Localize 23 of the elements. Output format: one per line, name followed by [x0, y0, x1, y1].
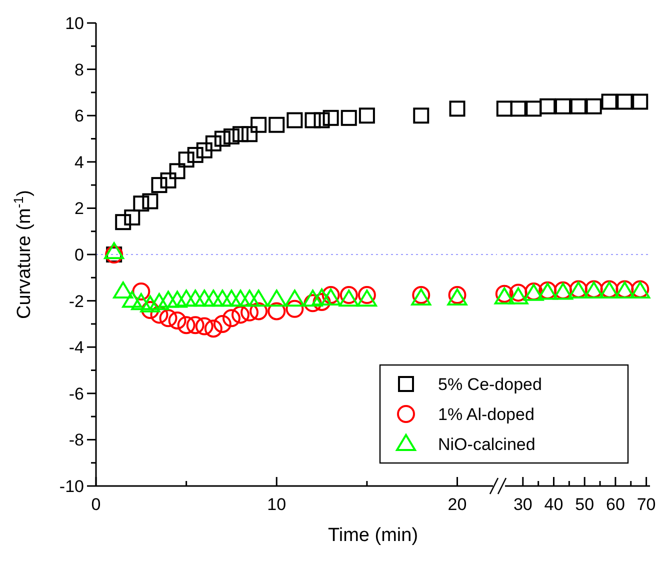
y-tick-label: 6 [74, 106, 84, 126]
x-axis-title: Time (min) [328, 525, 418, 546]
y-tick-label: 10 [65, 14, 84, 33]
y-tick-label: -6 [68, 384, 84, 404]
y-tick-label: -8 [68, 430, 84, 450]
y-tick-label: 2 [74, 199, 84, 218]
y-tick-label: 8 [74, 60, 84, 80]
y-tick-label: 4 [74, 152, 84, 172]
x-tick-label: 30 [513, 495, 532, 514]
legend-label: NiO-calcined [438, 435, 536, 454]
x-tick-label: 0 [91, 495, 101, 514]
x-tick-label: 40 [544, 495, 564, 514]
x-tick-label: 20 [448, 495, 467, 514]
legend-label: 1% Al-doped [438, 405, 534, 424]
y-tick-label: 0 [74, 246, 84, 264]
x-tick-label: 70 [636, 495, 656, 514]
x-tick-label: 10 [267, 495, 286, 514]
y-tick-label: -2 [68, 292, 84, 311]
y-tick-label: -4 [68, 338, 84, 358]
legend-label: 5% Ce-doped [438, 375, 542, 394]
y-tick-label: -10 [59, 477, 84, 496]
x-tick-label: 50 [575, 495, 594, 514]
x-tick-label: 60 [606, 495, 625, 514]
